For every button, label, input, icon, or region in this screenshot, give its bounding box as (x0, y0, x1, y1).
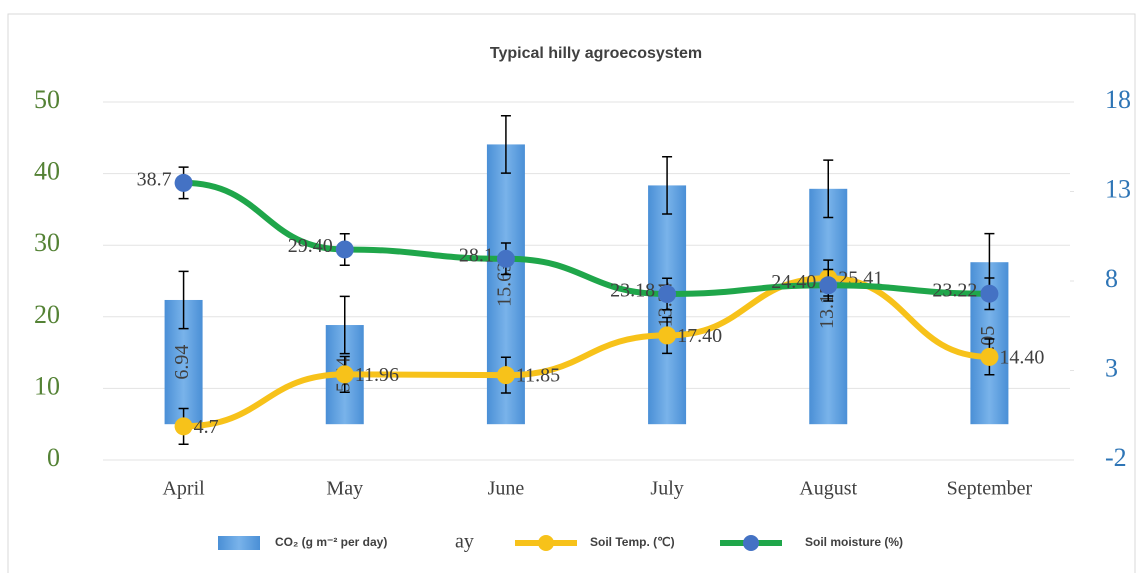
y-tick-label: 40 (34, 157, 60, 186)
marker (496, 249, 515, 268)
series-line (183, 179, 990, 298)
x-tick-label: April (162, 478, 205, 500)
legend-marker (538, 535, 554, 551)
marker (980, 284, 999, 303)
y-tick-label: 0 (47, 443, 60, 472)
marker (174, 173, 193, 192)
legend-label: CO₂ (g m⁻² per day) (275, 535, 387, 549)
x-tick-label: July (650, 478, 683, 500)
legend-marker (743, 535, 759, 551)
point-value-label: 38.7 (137, 169, 172, 191)
point-value-label: 4.7 (194, 416, 219, 438)
bar-value-label: 15.63 (494, 262, 516, 307)
point-value-label: 29.40 (288, 235, 333, 257)
y2-tick-label: 13 (1105, 174, 1131, 203)
point-value-label: 28.1 (459, 244, 494, 266)
legend-label: Soil moisture (%) (805, 535, 903, 549)
y-tick-label: 30 (34, 228, 60, 257)
y2-tick-label: 18 (1105, 85, 1131, 114)
chart-title: Typical hilly agroecosystem (490, 45, 702, 62)
y2-tick-label: 8 (1105, 264, 1118, 293)
marker (335, 365, 354, 384)
error-bar (500, 115, 511, 174)
y2-tick-label: -2 (1105, 443, 1127, 472)
point-value-label: 11.96 (355, 364, 399, 386)
point-value-label: 17.40 (677, 325, 722, 347)
bar-value-label: 6.94 (171, 345, 193, 380)
error-bar (339, 295, 350, 355)
x-tick-label: August (799, 478, 857, 500)
y-tick-label: 50 (34, 85, 60, 114)
marker (174, 417, 193, 436)
marker (658, 285, 677, 304)
marker (335, 240, 354, 259)
marker (819, 276, 838, 295)
x-tick-label: June (488, 478, 525, 500)
error-bar (823, 159, 834, 219)
error-bar (662, 156, 673, 215)
legend-label: Soil Temp. (℃) (590, 535, 675, 549)
point-value-label: 14.40 (999, 346, 1044, 368)
point-value-label: 23.22 (932, 279, 977, 301)
point-value-label: 24.40 (771, 271, 816, 293)
y-tick-label: 20 (34, 300, 60, 329)
y-tick-label: 10 (34, 371, 60, 400)
bar (809, 188, 848, 425)
marker (496, 366, 515, 385)
y2-tick-label: 3 (1105, 353, 1118, 382)
x-tick-label: September (947, 478, 1033, 500)
point-value-label: 23.18 (610, 280, 655, 302)
annotation: ay (455, 531, 474, 553)
marker (980, 347, 999, 366)
point-value-label: 11.85 (516, 365, 560, 387)
error-bar (178, 270, 189, 330)
marker (658, 326, 677, 345)
x-tick-label: May (326, 478, 363, 500)
legend-swatch (218, 536, 260, 550)
